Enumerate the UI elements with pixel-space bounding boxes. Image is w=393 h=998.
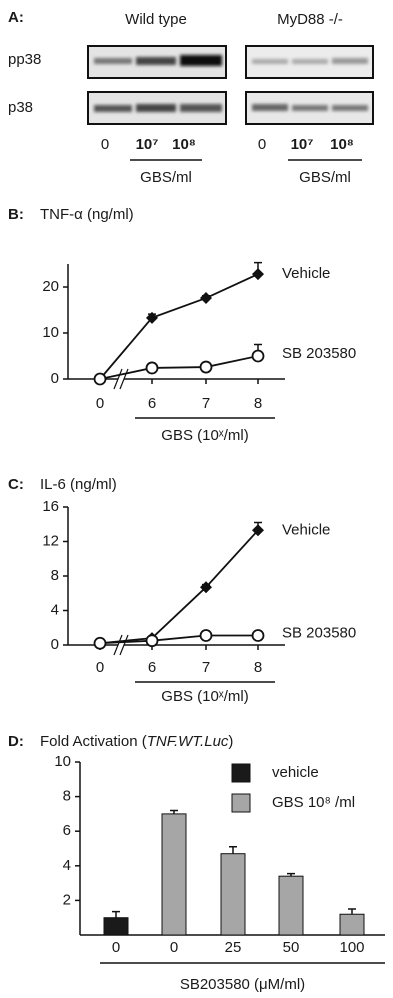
panel-label: A: <box>8 9 24 26</box>
y-tick-label: 20 <box>42 278 59 295</box>
series-line <box>100 274 258 379</box>
row-label: p38 <box>8 99 33 116</box>
group-title: MyD88 -/- <box>277 11 343 28</box>
dose-label: 0 <box>101 136 109 153</box>
panel-label: C: <box>8 476 24 493</box>
dose-label: 0 <box>258 136 266 153</box>
x-tick-label: 50 <box>283 939 300 956</box>
series-name: SB 203580 <box>282 624 356 641</box>
dose-label: 10⁷ <box>291 136 314 153</box>
y-tick-label: 16 <box>42 498 59 515</box>
x-tick-label: 7 <box>202 659 210 676</box>
error-bar <box>112 912 120 918</box>
x-tick-label: 0 <box>170 939 178 956</box>
series-line <box>100 530 258 643</box>
y-tick-label: 12 <box>42 532 59 549</box>
legend-label: GBS 10⁸ /ml <box>272 794 355 811</box>
x-tick-label: 25 <box>225 939 242 956</box>
data-point <box>253 630 264 641</box>
figure: A: Wild type MyD88 -/- pp38 p38 0 10⁷ 10… <box>0 0 393 998</box>
bar <box>162 814 186 935</box>
error-bar <box>170 810 178 813</box>
x-tick-label: 8 <box>254 395 262 412</box>
data-point <box>201 362 212 373</box>
x-tick-label: 100 <box>339 939 364 956</box>
bar <box>279 876 303 935</box>
dose-label: 10⁸ <box>330 136 354 153</box>
chart-title: Fold Activation (TNF.WT.Luc) <box>40 733 233 750</box>
series-line <box>100 356 258 379</box>
data-point <box>147 362 158 373</box>
x-tick-label: 0 <box>96 395 104 412</box>
row-label: pp38 <box>8 51 41 68</box>
x-tick-label: 6 <box>148 659 156 676</box>
y-tick-label: 4 <box>63 857 71 874</box>
chart-title: IL-6 (ng/ml) <box>40 476 117 493</box>
x-tick-label: 8 <box>254 659 262 676</box>
bar <box>104 918 128 935</box>
dose-label: 10⁷ <box>136 136 159 153</box>
dose-label: 10⁸ <box>172 136 196 153</box>
chart-title: TNF-α (ng/ml) <box>40 206 134 223</box>
bar <box>340 914 364 935</box>
bar <box>221 854 245 935</box>
y-tick-label: 2 <box>63 891 71 908</box>
x-tick-label: 7 <box>202 395 210 412</box>
y-tick-label: 8 <box>51 567 59 584</box>
y-tick-label: 0 <box>51 636 59 653</box>
blot-image <box>88 46 373 124</box>
panel-label: D: <box>8 733 24 750</box>
series-line <box>100 636 258 644</box>
unit-label: GBS/ml <box>299 169 351 186</box>
x-tick-label: 0 <box>112 939 120 956</box>
y-tick-label: 6 <box>63 822 71 839</box>
x-axis-label: GBS (10ˣ/ml) <box>161 688 248 705</box>
y-tick-label: 4 <box>51 601 59 618</box>
x-axis-label: GBS (10ˣ/ml) <box>161 427 248 444</box>
chart-title-end: ) <box>228 733 233 750</box>
data-point <box>253 351 264 362</box>
error-bar <box>229 847 237 854</box>
unit-label: GBS/ml <box>140 169 192 186</box>
legend-swatch <box>232 764 250 782</box>
group-title: Wild type <box>125 11 187 28</box>
data-point <box>252 268 264 280</box>
data-point <box>201 630 212 641</box>
series-name: SB 203580 <box>282 345 356 362</box>
data-point <box>147 635 158 646</box>
x-tick-label: 0 <box>96 659 104 676</box>
y-tick-label: 10 <box>54 753 71 770</box>
y-tick-label: 10 <box>42 324 59 341</box>
data-point <box>95 638 106 649</box>
x-tick-label: 6 <box>148 395 156 412</box>
chart-title-italic: TNF.WT.Luc <box>147 733 229 750</box>
y-tick-label: 0 <box>51 370 59 387</box>
error-bar <box>348 909 356 914</box>
y-tick-label: 8 <box>63 788 71 805</box>
legend-label: vehicle <box>272 764 319 781</box>
data-point <box>200 292 212 304</box>
series-name: Vehicle <box>282 521 330 538</box>
panel-label: B: <box>8 206 24 223</box>
data-point <box>95 374 106 385</box>
legend-swatch <box>232 794 250 812</box>
series-name: Vehicle <box>282 265 330 282</box>
x-axis-label: SB203580 (μM/ml) <box>180 976 305 993</box>
